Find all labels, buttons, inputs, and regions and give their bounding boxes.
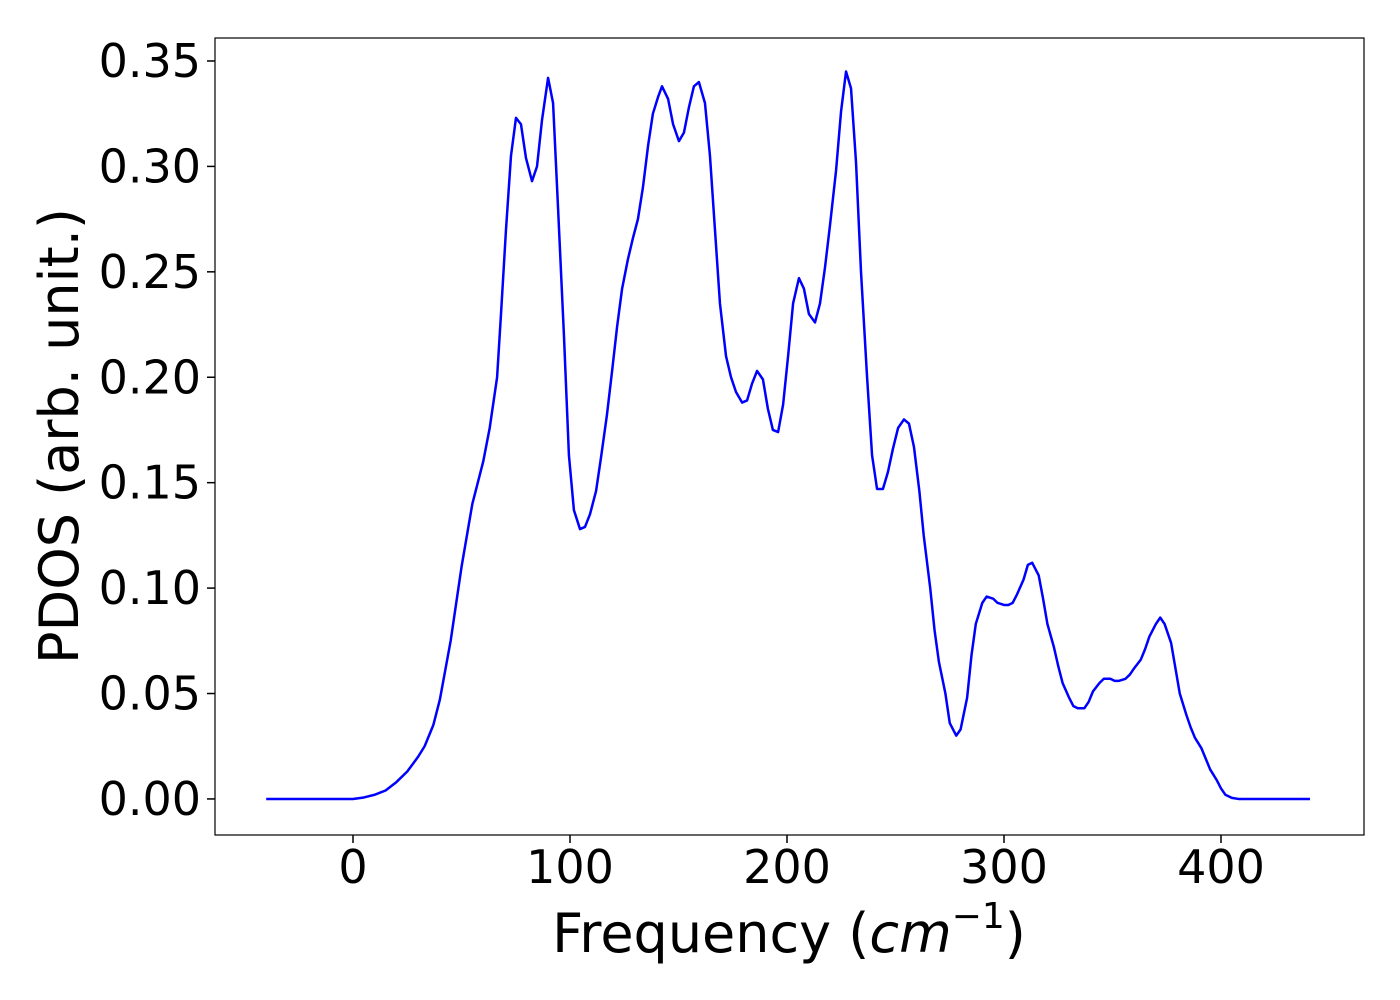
y-tick-label: 0.00	[99, 772, 201, 826]
y-tick-label: 0.15	[99, 456, 201, 510]
x-axis-label: Frequency (cm−1)	[552, 896, 1026, 965]
y-tick-label: 0.35	[99, 34, 201, 88]
x-tick-label: 200	[743, 840, 831, 894]
y-tick-label: 0.25	[99, 245, 201, 299]
x-label-sup: −1	[952, 896, 1005, 937]
y-tick-label: 0.05	[99, 667, 201, 721]
y-axis-label: PDOS (arb. unit.)	[28, 208, 91, 664]
x-tick-label: 100	[526, 840, 614, 894]
x-label-math: cm	[869, 902, 951, 965]
data-line	[266, 70, 1310, 801]
x-label-close: )	[1005, 902, 1026, 965]
x-tick-label: 0	[338, 840, 367, 894]
x-tick-label: 300	[960, 840, 1048, 894]
y-tick-label: 0.30	[99, 139, 201, 193]
y-tick-label: 0.20	[99, 350, 201, 404]
x-tick-label: 400	[1177, 840, 1265, 894]
x-label-text: Frequency (	[552, 902, 869, 965]
y-tick-label: 0.10	[99, 561, 201, 615]
plot-frame	[214, 37, 1365, 836]
